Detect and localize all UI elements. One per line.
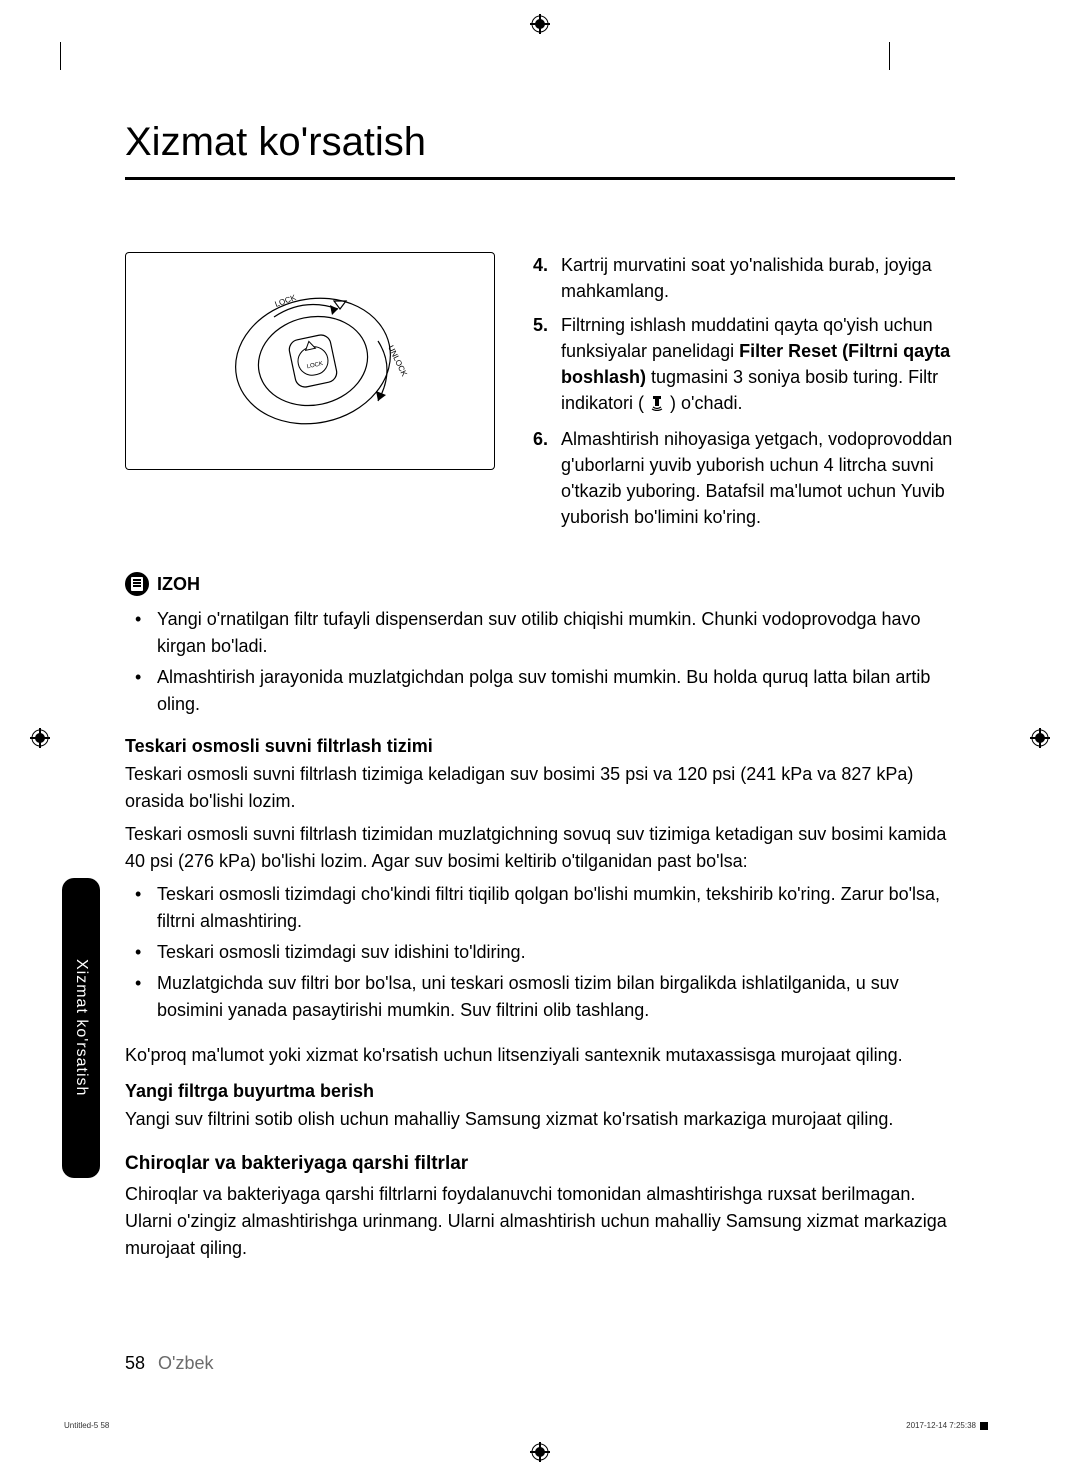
section-reverse-osmosis-heading: Teskari osmosli suvni filtrlash tizimi	[125, 736, 955, 757]
note-heading: IZOH	[125, 572, 955, 596]
filter-diagram: LOCK LOCK UNLOCK	[125, 252, 495, 470]
paragraph: Yangi suv filtrini sotib olish uchun mah…	[125, 1106, 955, 1133]
paragraph: Teskari osmosli suvni filtrlash tizimida…	[125, 821, 955, 875]
bullet-icon	[135, 970, 157, 1024]
step-number: 5.	[533, 312, 561, 418]
list-item: Teskari osmosli tizimdagi cho'kindi filt…	[135, 881, 955, 935]
section-lamps-filters-heading: Chiroqlar va bakteriyaga qarshi filtrlar	[125, 1153, 955, 1175]
page-content: Xizmat ko'rsatish LOCK	[125, 120, 955, 1268]
bullet-icon	[135, 881, 157, 935]
note-icon	[125, 572, 149, 596]
bullet-icon	[135, 606, 157, 660]
crop-mark-left	[60, 42, 61, 70]
page-title: Xizmat ko'rsatish	[125, 120, 955, 177]
step-6: 6. Almashtirish nihoyasiga yetgach, vodo…	[533, 426, 955, 530]
crop-mark-right	[889, 42, 890, 70]
reverse-osmosis-bullets: Teskari osmosli tizimdagi cho'kindi filt…	[135, 881, 955, 1024]
diagram-lock-label: LOCK	[274, 293, 298, 309]
step-number: 6.	[533, 426, 561, 530]
print-meta-right: 2017-12-14 7:25:38	[906, 1421, 988, 1430]
registration-mark-left	[30, 728, 50, 748]
filter-indicator-icon	[649, 392, 665, 418]
page-footer: 58 O'zbek	[125, 1353, 214, 1374]
print-meta-icon	[980, 1422, 988, 1430]
side-tab: Xizmat ko'rsatish	[62, 878, 100, 1178]
paragraph: Teskari osmosli suvni filtrlash tizimiga…	[125, 761, 955, 815]
side-tab-label: Xizmat ko'rsatish	[72, 959, 90, 1096]
step-text: Almashtirish nihoyasiga yetgach, vodopro…	[561, 426, 955, 530]
title-rule	[125, 177, 955, 180]
bullet-icon	[135, 664, 157, 718]
list-item: Muzlatgichda suv filtri bor bo'lsa, uni …	[135, 970, 955, 1024]
bullet-icon	[135, 939, 157, 966]
list-item: Almashtirish jarayonida muzlatgichdan po…	[135, 664, 955, 718]
step-number: 4.	[533, 252, 561, 304]
paragraph: Ko'proq ma'lumot yoki xizmat ko'rsatish …	[125, 1042, 955, 1069]
registration-mark-right	[1030, 728, 1050, 748]
note-bullets: Yangi o'rnatilgan filtr tufayli dispense…	[135, 606, 955, 718]
diagram-column: LOCK LOCK UNLOCK	[125, 252, 495, 538]
paragraph: Chiroqlar va bakteriyaga qarshi filtrlar…	[125, 1181, 955, 1262]
print-meta-left: Untitled-5 58	[64, 1421, 109, 1430]
step-5: 5. Filtrning ishlash muddatini qayta qo'…	[533, 312, 955, 418]
steps-list: 4. Kartrij murvatini soat yo'nalishida b…	[533, 252, 955, 530]
list-item: Yangi o'rnatilgan filtr tufayli dispense…	[135, 606, 955, 660]
page-number: 58	[125, 1353, 145, 1373]
note-label: IZOH	[157, 574, 200, 595]
registration-mark-bottom	[530, 1442, 550, 1462]
step-4: 4. Kartrij murvatini soat yo'nalishida b…	[533, 252, 955, 304]
two-column-row: LOCK LOCK UNLOCK 4. Kartr	[125, 252, 955, 538]
step-text: Filtrning ishlash muddatini qayta qo'yis…	[561, 312, 955, 418]
registration-mark-top	[530, 14, 550, 34]
section-order-filter-heading: Yangi filtrga buyurtma berish	[125, 1081, 955, 1102]
steps-column: 4. Kartrij murvatini soat yo'nalishida b…	[533, 252, 955, 538]
list-item: Teskari osmosli tizimdagi suv idishini t…	[135, 939, 955, 966]
language-label: O'zbek	[158, 1353, 213, 1373]
step-text: Kartrij murvatini soat yo'nalishida bura…	[561, 252, 955, 304]
